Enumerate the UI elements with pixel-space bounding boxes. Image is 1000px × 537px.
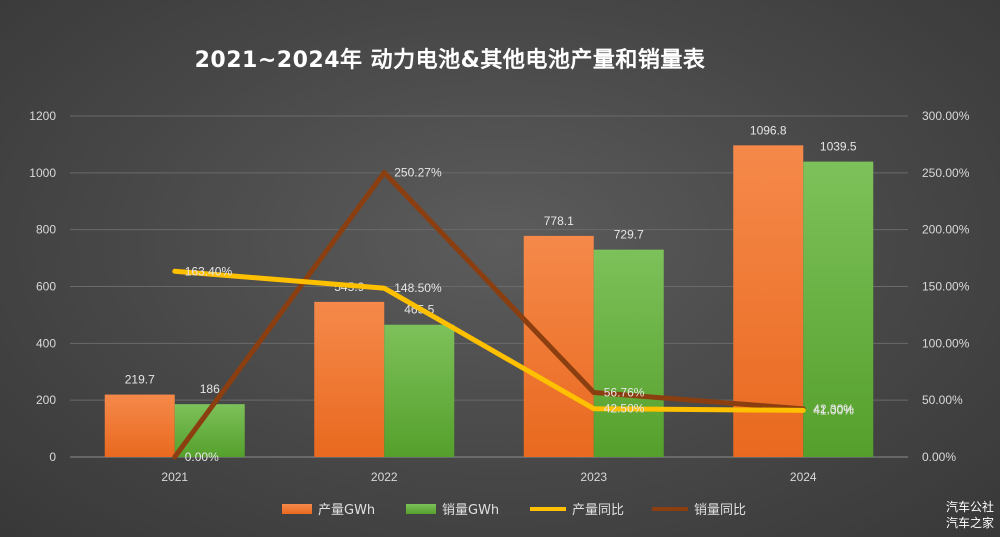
watermark-line2: 汽车之家 (945, 516, 994, 530)
y-left-tick-label: 800 (36, 223, 56, 237)
bar-data-label: 729.7 (614, 228, 644, 242)
bar-data-label: 778.1 (544, 214, 574, 228)
legend-label: 销量GWh (442, 503, 499, 518)
series-line-production-yoy (172, 268, 806, 413)
bar-sales (593, 249, 664, 457)
y-left-tick-label: 0 (49, 450, 56, 464)
bar-data-label: 1096.8 (750, 123, 787, 137)
line-data-label: 148.50% (394, 281, 442, 295)
x-tick-label: 2024 (790, 470, 817, 484)
y-right-tick-label: 100.00% (922, 336, 970, 350)
legend-label: 产量GWh (318, 503, 375, 518)
bar-data-label: 186 (200, 382, 220, 396)
y-left-tick-label: 1000 (29, 166, 56, 180)
y-right-tick-label: 300.00% (922, 109, 970, 123)
bar-production (104, 394, 175, 457)
bar-sales (803, 161, 874, 457)
x-tick-label: 2023 (580, 470, 607, 484)
bar-production (314, 301, 385, 457)
line-data-label: 41.00% (813, 403, 854, 417)
bar-sales (384, 324, 455, 457)
watermark: 汽车公社 汽车之家 (946, 499, 994, 531)
x-tick-label: 2022 (371, 470, 398, 484)
y-left-tick-label: 600 (36, 280, 56, 294)
line-data-label: 56.76% (604, 385, 645, 399)
legend-label: 销量同比 (694, 503, 746, 518)
x-tick-label: 2021 (161, 470, 188, 484)
y-left-tick-label: 1200 (29, 109, 56, 123)
y-right-tick-label: 150.00% (922, 280, 970, 294)
legend-swatch (282, 504, 312, 514)
legend-label: 产量同比 (572, 503, 624, 518)
line-data-label: 42.30% (813, 402, 854, 416)
bar-data-label: 219.7 (125, 373, 155, 387)
line-data-label: 163.40% (185, 264, 233, 278)
bar-production (523, 235, 594, 457)
series-line-sales-yoy (172, 170, 806, 460)
chart-title: 2021~2024年 动力电池&其他电池产量和销量表 (194, 48, 706, 73)
bar-data-label: 1039.5 (820, 140, 857, 154)
watermark-line1: 汽车公社 (945, 500, 994, 514)
line-data-label: 250.27% (394, 166, 442, 180)
legend-swatch (406, 504, 436, 514)
line-data-label: 0.00% (185, 450, 219, 464)
y-left-tick-label: 200 (36, 393, 56, 407)
y-right-tick-label: 50.00% (922, 393, 963, 407)
line-data-label: 42.50% (604, 402, 645, 416)
y-right-tick-label: 250.00% (922, 166, 970, 180)
y-right-tick-label: 200.00% (922, 223, 970, 237)
y-left-tick-label: 400 (36, 336, 56, 350)
y-right-tick-label: 0.00% (922, 450, 956, 464)
